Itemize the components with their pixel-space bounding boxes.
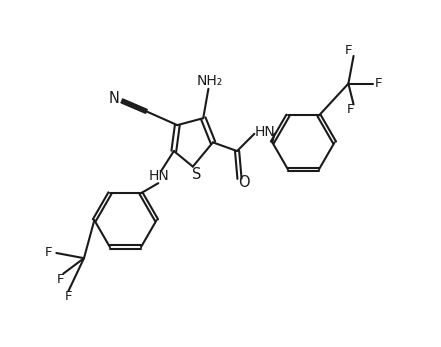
Text: F: F [45, 246, 52, 260]
Text: N: N [109, 91, 120, 105]
Text: F: F [346, 103, 354, 116]
Text: F: F [57, 273, 64, 286]
Text: HN: HN [254, 125, 275, 139]
Text: F: F [344, 44, 352, 57]
Text: F: F [65, 290, 72, 303]
Text: O: O [239, 175, 250, 191]
Text: NH₂: NH₂ [197, 74, 223, 88]
Text: F: F [375, 77, 382, 90]
Text: S: S [192, 167, 202, 182]
Text: HN: HN [149, 169, 169, 183]
